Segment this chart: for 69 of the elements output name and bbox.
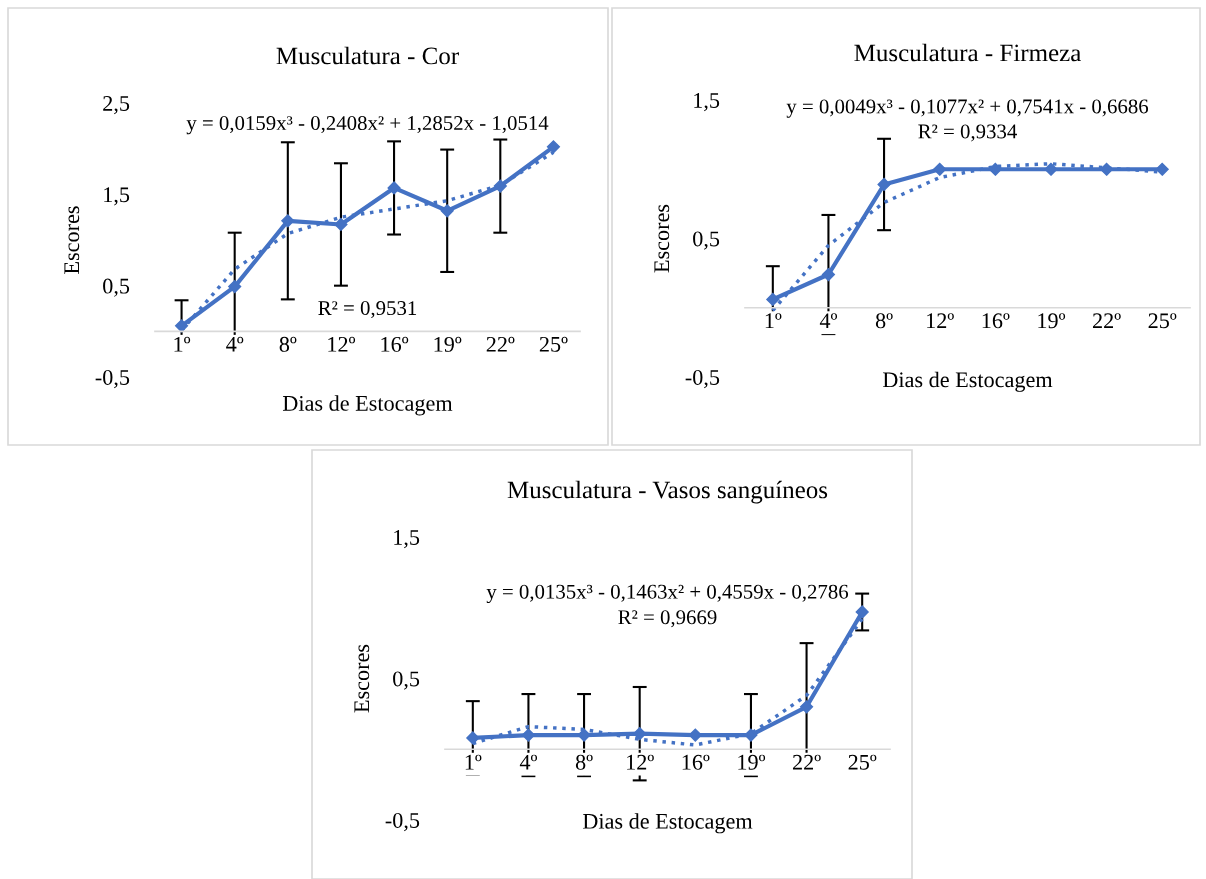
x-tick-label: 4º: [519, 754, 538, 770]
y-tick-label: 1,5: [394, 530, 420, 549]
annotation: y = 0,0135x³ - 0,1463x² + 0,4559x - 0,2786: [486, 584, 849, 604]
y-tick-label: 0,5: [693, 231, 720, 250]
annotation: y = 0,0159x³ - 0,2408x² + 1,2852x - 1,0514: [186, 116, 549, 135]
annotation: y = 0,0049x³ - 0,1077x² + 0,7541x - 0,6686: [786, 99, 1149, 118]
annotation: R² = 0,9531: [318, 301, 417, 319]
point: [387, 181, 401, 195]
x-axis-title: Dias de Estocagem: [582, 813, 753, 834]
point: [877, 177, 891, 192]
chart-title: Musculatura - Firmeza: [854, 43, 1081, 62]
chart-title: Musculatura - Vasos sanguíneos: [507, 480, 828, 504]
x-tick-label: 19º: [434, 336, 462, 352]
x-tick-label: 25º: [539, 336, 568, 352]
x-tick-label: 22º: [1092, 313, 1121, 329]
x-tick-label: 25º: [1148, 313, 1177, 329]
point: [577, 728, 591, 742]
y-axis-title: Escores: [354, 644, 370, 713]
y-tick-label: 2,5: [103, 95, 130, 115]
point: [855, 605, 869, 619]
point: [633, 727, 647, 741]
point: [799, 700, 814, 714]
annotation: R² = 0,9334: [918, 124, 1017, 142]
x-tick-label: 16º: [381, 336, 409, 352]
x-tick-label: 19º: [738, 754, 766, 770]
x-tick-label: 22º: [486, 336, 515, 352]
y-tick-label: 1,5: [694, 93, 720, 112]
point: [281, 214, 295, 228]
x-tick-label: 16º: [682, 754, 710, 770]
x-tick-label: 8º: [575, 754, 593, 770]
x-tick-label: 1º: [465, 754, 482, 770]
point: [688, 728, 702, 742]
point: [821, 267, 836, 282]
y-tick-label: -0,5: [685, 369, 720, 389]
y-axis-title: Escores: [64, 206, 80, 274]
x-tick-label: 4º: [819, 313, 838, 329]
x-tick-label: 22º: [792, 754, 821, 770]
point: [1155, 162, 1169, 176]
x-tick-label: 8º: [279, 336, 297, 352]
point: [493, 179, 507, 193]
x-tick-label: 4º: [226, 336, 244, 352]
point: [440, 204, 454, 218]
x-tick-label: 8º: [875, 313, 893, 329]
x-axis-title: Dias de Estocagem: [882, 371, 1053, 392]
point: [334, 217, 348, 232]
y-tick-label: -0,5: [385, 812, 420, 832]
x-tick-label: 16º: [982, 313, 1010, 329]
y-tick-label: -0,5: [95, 369, 130, 389]
point: [546, 140, 561, 154]
annotation: R² = 0,9669: [618, 610, 717, 628]
point: [466, 731, 480, 745]
x-tick-label: 12º: [328, 336, 356, 352]
point: [766, 292, 780, 307]
y-axis-title: Escores: [654, 204, 670, 273]
point: [521, 728, 536, 742]
point: [1044, 162, 1058, 176]
x-tick-label: 12º: [927, 313, 954, 329]
x-tick-label: 1º: [765, 313, 782, 329]
x-tick-label: 25º: [848, 754, 877, 770]
x-axis-title: Dias de Estocagem: [282, 395, 453, 416]
y-tick-label: 0,5: [393, 671, 420, 690]
chart-title: Musculatura - Cor: [276, 46, 459, 65]
x-tick-label: 1º: [174, 336, 191, 352]
x-tick-label: 19º: [1038, 313, 1066, 329]
y-tick-label: 1,5: [104, 187, 130, 206]
point: [933, 162, 947, 176]
y-tick-label: 0,5: [103, 278, 130, 297]
point: [228, 279, 242, 294]
x-tick-label: 12º: [627, 754, 654, 770]
